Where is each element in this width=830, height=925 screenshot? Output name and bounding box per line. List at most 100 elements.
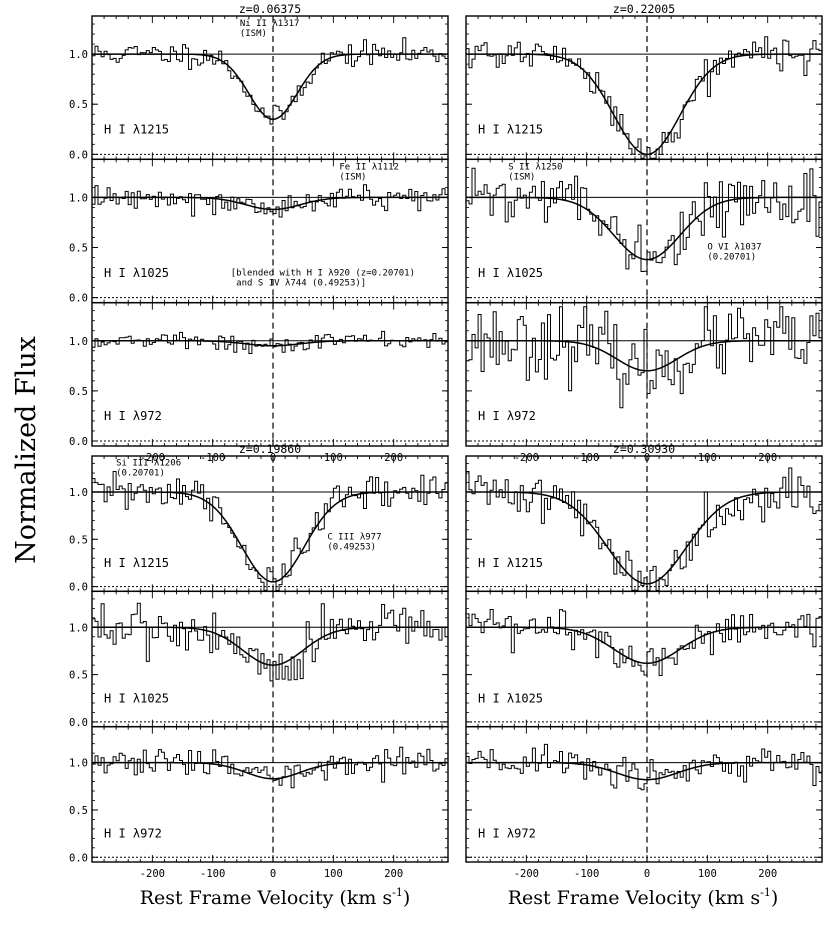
x-axis-label-close: ) [771,887,778,909]
annotation-line: (0.49253) [327,542,376,552]
fit-curve [92,626,448,666]
y-tick-label: 1.0 [69,192,88,204]
fit-curve [92,761,448,780]
y-tick-label: 0.0 [69,582,88,594]
spectrum-trace [92,37,448,125]
spectrum-trace [466,36,822,159]
subplot-4-3: H I λ972 -200 -100 0 100 200 [465,725,823,880]
plot-frame [91,15,449,161]
line-label: H I λ1025 [478,691,543,705]
x-tick-label: -200 [140,868,165,880]
subplot-3-3: 0.0 0.5 1.0 H I λ972 -200 -100 0 100 200 [69,725,449,880]
fit-curve [92,196,448,211]
line-annotation: Si III λ1206 (0.20701) [116,458,181,478]
subplot-2-2: H I λ1025 S II λ1250 (ISM) O VI λ1037 (0.207… [465,158,823,304]
line-annotation: C III λ977 (0.49253) [327,532,381,552]
spectrum-trace [466,743,822,791]
spectrum-trace [92,746,448,789]
y-tick-label: 0.5 [69,534,88,546]
plot-frame [465,725,823,863]
panel-4: z=0.30930 H I λ1215 H I λ1025 H I λ972 -200 -… [465,442,823,880]
annotation-line: Si III λ1206 [116,458,181,468]
y-tick-label: 1.0 [69,336,88,348]
y-tick-label: 0.5 [69,805,88,817]
line-label: H I λ1025 [104,691,169,705]
annotation-line: [blended with H I λ920 (z=0.20701) [231,269,415,279]
subplot-4-1: H I λ1215 [465,455,823,593]
plot-frame [465,590,823,728]
panel-2: z=0.22005 H I λ1215 H I λ1025 S II λ1250 (IS… [465,2,823,464]
y-tick-label: 1.0 [69,487,88,499]
x-axis-label-text: Rest Frame Velocity (km s [140,887,392,909]
plot-frame [91,590,449,728]
annotation-line: (ISM) [508,172,535,182]
line-annotation: [blended with H I λ920 (z=0.20701) and S… [231,269,415,289]
x-axis-label-sup: -1 [392,886,403,899]
x-axis-label-text: Rest Frame Velocity (km s [508,887,760,909]
spectrum-trace [92,471,448,591]
fit-curve [92,491,448,583]
plot-frame [465,301,823,447]
line-label: H I λ1215 [478,123,543,137]
spectrum-trace [92,184,448,218]
y-axis-label: Normalized Flux [11,336,42,564]
x-tick-label: -200 [514,868,539,880]
spectrum-trace [92,330,448,354]
redshift-label: z=0.30930 [613,442,675,456]
fit-curve [466,196,822,261]
redshift-label: z=0.22005 [613,2,675,16]
y-tick-label: 0.5 [69,243,88,255]
redshift-label: z=0.06375 [239,2,301,16]
annotation-line: and S IV λ744 (0.49253)] [231,279,366,289]
subplot-3-1: 0.0 0.5 1.0 H I λ1215 Si III λ1206 (0.20701) C… [69,455,449,594]
x-tick-label: 200 [384,868,403,880]
annotation-line: O VI λ1037 [707,243,761,253]
fit-curve [92,340,448,347]
subplot-1-2: 0.0 0.5 1.0 H I λ1025 Fe II λ1112 (ISM) [blend… [69,158,449,305]
y-tick-label: 0.0 [69,436,88,448]
line-label: H I λ1215 [104,556,169,570]
plot-frame [465,15,823,161]
line-label: H I λ972 [104,409,162,423]
y-tick-label: 0.0 [69,717,88,729]
spectrum-trace [466,306,822,409]
fit-curve [466,761,822,781]
line-label: H I λ972 [478,409,536,423]
x-tick-label: 200 [758,868,777,880]
plot-frame [91,725,449,863]
annotation-line: (0.20701) [707,253,756,263]
spectrum-trace [466,167,822,272]
x-axis-label-left: Rest Frame Velocity (km s-1) [140,886,411,909]
annotation-line: (ISM) [240,29,267,39]
line-label: H I λ1025 [478,266,543,280]
line-label: H I λ1215 [478,556,543,570]
x-axis-label-close: ) [403,887,410,909]
redshift-label: z=0.19860 [239,442,301,456]
line-label: H I λ972 [478,827,536,841]
y-tick-label: 1.0 [69,622,88,634]
annotation-line: Fe II λ1112 [339,162,399,172]
y-tick-label: 0.5 [69,99,88,111]
plot-frame [465,455,823,593]
line-annotation: O VI λ1037 (0.20701) [707,243,761,263]
x-tick-label: -100 [574,868,599,880]
line-annotation: S II λ1250 (ISM) [508,162,562,182]
line-annotation: Fe II λ1112 (ISM) [339,162,399,182]
y-tick-label: 0.0 [69,293,88,305]
fit-curve [92,53,448,120]
annotation-line: S II λ1250 [508,162,562,172]
y-tick-label: 0.5 [69,670,88,682]
fit-curve [466,491,822,585]
plot-frame [91,301,449,447]
y-tick-label: 1.0 [69,758,88,770]
x-tick-label: 100 [698,868,717,880]
y-tick-label: 0.5 [69,386,88,398]
fit-curve [466,626,822,665]
annotation-line: C III λ977 [327,532,381,542]
